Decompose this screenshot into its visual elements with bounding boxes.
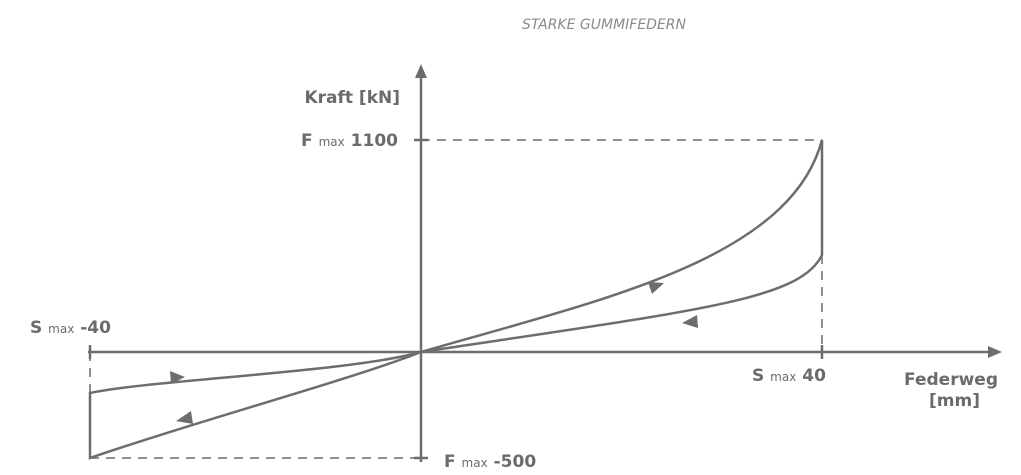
marker-label: S max 40	[752, 366, 826, 386]
x-axis-arrow	[988, 346, 1002, 358]
marker-label: F max -500	[444, 452, 536, 472]
curve-positive	[420, 139, 824, 354]
arrow	[648, 282, 664, 294]
tick	[88, 138, 824, 460]
marker-label: S max -40	[30, 318, 111, 338]
arrow	[170, 371, 185, 384]
x-axis-label: Federweg	[904, 370, 998, 390]
y-axis-label: Kraft [kN]	[304, 88, 400, 108]
x-axis-label: [mm]	[929, 391, 980, 411]
title: STARKE GUMMIFEDERN	[522, 17, 687, 33]
arrow	[176, 411, 193, 424]
y-axis-arrow	[415, 64, 427, 78]
curve-negative	[88, 350, 422, 460]
marker-label: F max 1100	[301, 131, 398, 151]
arrow	[682, 315, 698, 328]
